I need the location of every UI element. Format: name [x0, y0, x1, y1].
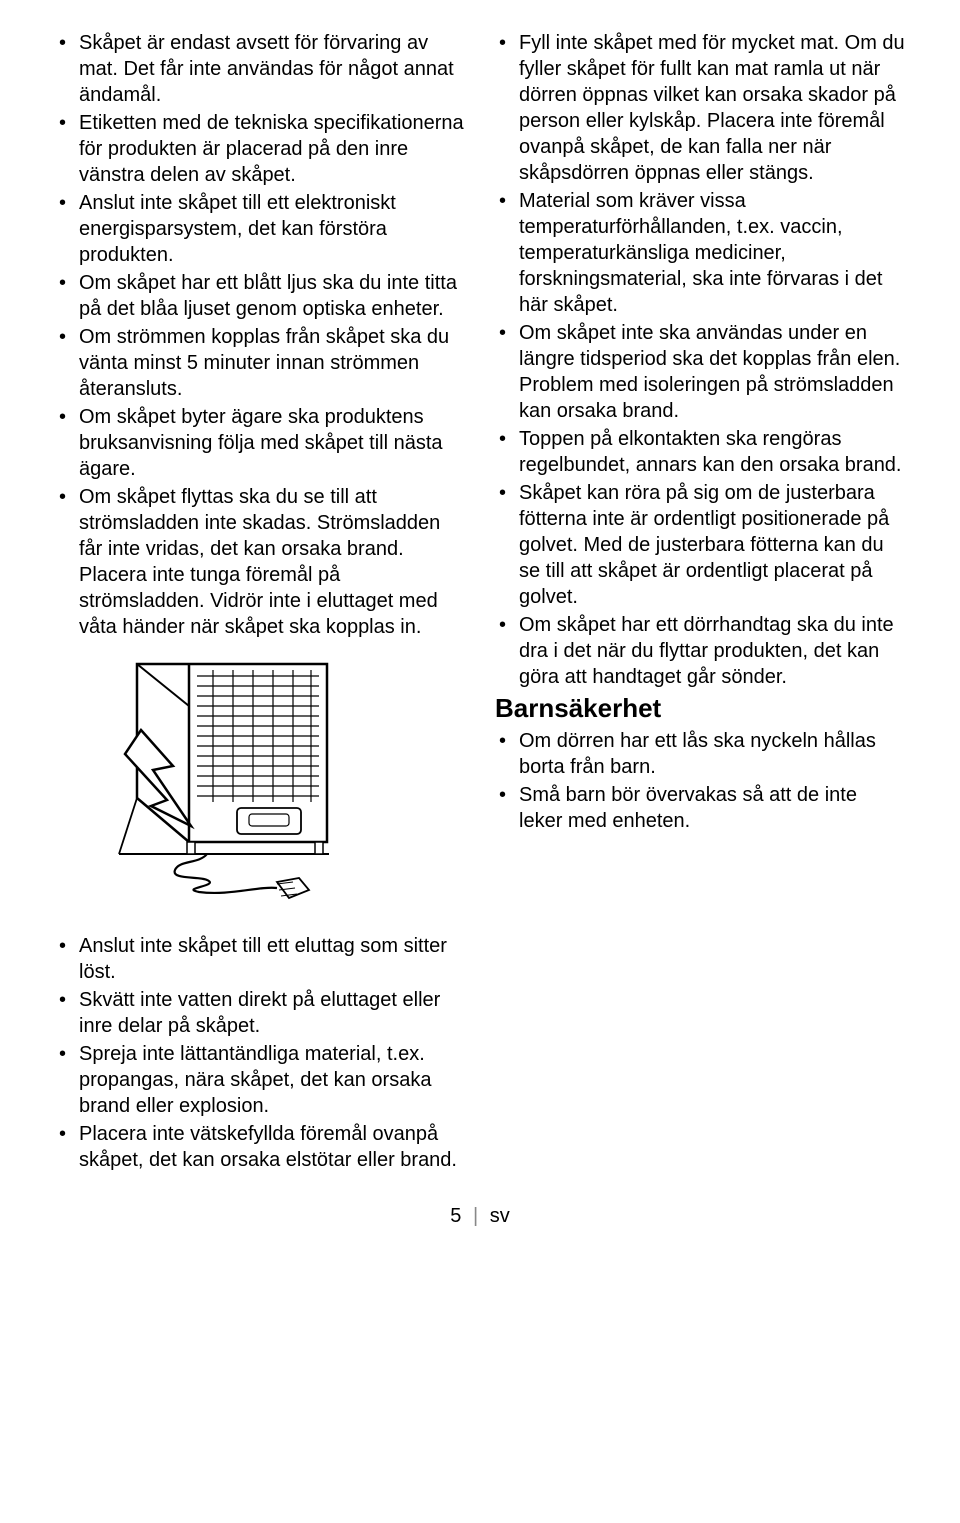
list-item: Material som kräver vissa temperaturförh… — [495, 188, 905, 318]
list-item: Om skåpet byter ägare ska produktens bru… — [55, 404, 465, 482]
list-item: Fyll inte skåpet med för mycket mat. Om … — [495, 30, 905, 186]
list-item: Om skåpet har ett blått ljus ska du inte… — [55, 270, 465, 322]
list-item: Små barn bör övervakas så att de inte le… — [495, 782, 905, 834]
list-item: Om dörren har ett lås ska nyckeln hållas… — [495, 728, 905, 780]
child-safety-heading: Barnsäkerhet — [495, 692, 905, 726]
list-item: Skvätt inte vatten direkt på eluttaget e… — [55, 987, 472, 1039]
list-item: Etiketten med de tekniska specifikatione… — [55, 110, 465, 188]
bottom-section: Anslut inte skåpet till ett eluttag som … — [55, 933, 472, 1173]
list-item: Toppen på elkontakten ska rengöras regel… — [495, 426, 905, 478]
page-number: 5 — [450, 1205, 461, 1227]
list-item: Anslut inte skåpet till ett elektroniskt… — [55, 190, 465, 268]
page-footer: 5 | sv — [55, 1203, 905, 1229]
list-item: Placera inte vätskefyllda föremål ovanpå… — [55, 1121, 472, 1173]
footer-divider: | — [473, 1205, 478, 1227]
list-item: Spreja inte lättantändliga material, t.e… — [55, 1041, 472, 1119]
right-list: Fyll inte skåpet med för mycket mat. Om … — [495, 30, 905, 690]
list-item: Skåpet är endast avsett för förvaring av… — [55, 30, 465, 108]
left-list: Skåpet är endast avsett för förvaring av… — [55, 30, 465, 640]
language-code: sv — [490, 1205, 510, 1227]
list-item: Skåpet kan röra på sig om de justerbara … — [495, 480, 905, 610]
bottom-list: Anslut inte skåpet till ett eluttag som … — [55, 933, 472, 1173]
appliance-illustration — [79, 658, 339, 903]
right-column: Fyll inte skåpet med för mycket mat. Om … — [495, 30, 905, 913]
list-item: Om skåpet flyttas ska du se till att str… — [55, 484, 465, 640]
list-item: Om strömmen kopplas från skåpet ska du v… — [55, 324, 465, 402]
list-item: Om skåpet har ett dörrhandtag ska du int… — [495, 612, 905, 690]
list-item: Om skåpet inte ska användas under en län… — [495, 320, 905, 424]
child-safety-list: Om dörren har ett lås ska nyckeln hållas… — [495, 728, 905, 834]
list-item: Anslut inte skåpet till ett eluttag som … — [55, 933, 472, 985]
left-column: Skåpet är endast avsett för förvaring av… — [55, 30, 465, 913]
